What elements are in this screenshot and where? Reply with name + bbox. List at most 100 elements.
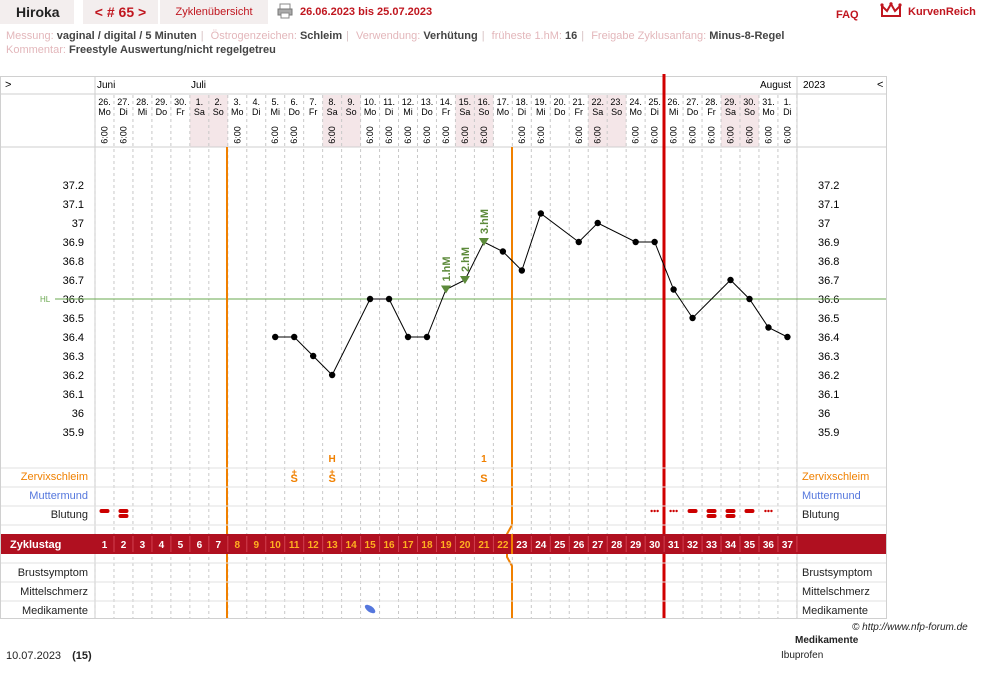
time-label: 6:00: [232, 126, 242, 144]
weekday-label: Mi: [669, 107, 679, 117]
bleeding-mark: [672, 509, 675, 513]
date-label: 22.: [591, 97, 604, 107]
weekday-label: So: [213, 107, 224, 117]
y-tick-right: 36.1: [818, 389, 839, 401]
date-label: 30.: [743, 97, 756, 107]
weekend-shade: [455, 95, 475, 147]
bleeding-mark: [656, 509, 659, 513]
date-label: 24.: [629, 97, 642, 107]
cycle-day-number: 30: [649, 540, 661, 551]
user-name[interactable]: Hiroka: [0, 0, 74, 24]
time-label: 6:00: [631, 126, 641, 144]
date-label: 14.: [440, 97, 453, 107]
y-tick-right: 36.9: [818, 237, 839, 249]
bleeding-mark: [725, 514, 736, 518]
weekday-label: Sa: [592, 107, 603, 117]
weekday-label: Mo: [629, 107, 642, 117]
weekday-label: Do: [156, 107, 168, 117]
time-label: 6:00: [517, 126, 527, 144]
date-label: 21.: [572, 97, 585, 107]
cycle-day-number: 9: [253, 540, 259, 551]
y-tick-left: 37.1: [63, 199, 84, 211]
y-tick-right: 36.8: [818, 256, 839, 268]
weekday-label: So: [478, 107, 489, 117]
temperature-point: [765, 324, 772, 331]
date-label: 29.: [724, 97, 737, 107]
cycle-overview-link[interactable]: Zyklenübersicht: [160, 0, 268, 24]
estrogen-value: Schleim: [299, 30, 343, 42]
date-label: 2.: [215, 97, 223, 107]
cycle-day-number: 14: [346, 540, 358, 551]
weekend-shade: [341, 95, 361, 147]
weekday-label: Mo: [762, 107, 775, 117]
date-label: 29.: [155, 97, 168, 107]
date-label: 13.: [421, 97, 434, 107]
weekend-shade: [588, 95, 608, 147]
medication-heading: Medikamente: [795, 635, 859, 646]
weekday-label: Fr: [442, 107, 451, 117]
time-label: 6:00: [574, 126, 584, 144]
measure-label: Messung:: [6, 30, 54, 42]
time-label: 6:00: [593, 126, 603, 144]
weekday-label: Di: [119, 107, 128, 117]
y-tick-right: 36.7: [818, 275, 839, 287]
time-label: 6:00: [479, 126, 489, 144]
cycle-day-number: 32: [687, 540, 699, 551]
temperature-point: [385, 295, 393, 303]
temperature-point: [784, 333, 791, 341]
row-label-brust: Brustsymptom: [18, 567, 88, 579]
medication-pill-icon: [364, 604, 376, 614]
cycle-day-number: 36: [763, 540, 775, 551]
time-label: 6:00: [441, 126, 451, 144]
y-tick-right: 36.6: [818, 294, 839, 306]
hm-label: 1.hM: [441, 256, 453, 281]
faq-link[interactable]: FAQ: [836, 9, 859, 21]
row-label-muttermund: Muttermund: [29, 490, 88, 502]
earliest-hm-label: früheste 1.hM:: [491, 30, 562, 42]
cycle-day-number: 12: [308, 540, 320, 551]
cycle-day-number: 37: [782, 540, 794, 551]
temperature-point: [404, 333, 412, 341]
weekday-label: Fr: [176, 107, 185, 117]
date-label: 17.: [497, 97, 510, 107]
cycle-day-number: 34: [725, 540, 737, 551]
weekday-label: Di: [783, 107, 792, 117]
y-tick-right: 36.2: [818, 370, 839, 382]
cycle-day-number: 16: [383, 540, 395, 551]
bleeding-mark: [764, 509, 767, 513]
cycle-day-number: 10: [270, 540, 282, 551]
weekday-label: Mi: [403, 107, 413, 117]
row-label-medikamente: Medikamente: [22, 605, 88, 617]
date-label: 31.: [762, 97, 775, 107]
cycle-day-number: 29: [630, 540, 642, 551]
cycle-day-number: 33: [706, 540, 718, 551]
cycle-chart-frame: [0, 76, 887, 619]
cycle-day-number: 6: [197, 540, 203, 551]
cycle-navigator[interactable]: < # 65 >: [83, 0, 158, 24]
cycle-day-number: 17: [402, 540, 414, 551]
temperature-point: [328, 371, 336, 379]
cycle-day-number: 21: [478, 540, 490, 551]
cycle-day-number: 26: [573, 540, 585, 551]
temperature-point: [746, 295, 753, 303]
y-tick-right: 36.3: [818, 351, 839, 363]
bleeding-mark: [99, 509, 110, 513]
y-tick-right: 35.9: [818, 427, 839, 439]
cycle-day-number: 7: [216, 540, 222, 551]
weekday-label: Mo: [98, 107, 111, 117]
weekend-shade: [607, 95, 627, 147]
weekend-shade: [721, 95, 741, 147]
temperature-point: [632, 238, 639, 246]
weekday-label: Do: [288, 107, 300, 117]
y-tick-left: 36.1: [63, 389, 84, 401]
cycle-day-number: 3: [140, 540, 146, 551]
print-icon[interactable]: [277, 3, 293, 19]
y-tick-right: 37: [818, 218, 830, 230]
weekday-label: Mo: [364, 107, 377, 117]
kurvenreich-logo[interactable]: KurvenReich: [880, 0, 981, 24]
weekday-label: Sa: [725, 107, 736, 117]
cervix-mark: +: [330, 467, 335, 477]
weekend-shade: [739, 95, 759, 147]
copyright[interactable]: © http://www.nfp-forum.de: [852, 622, 968, 633]
